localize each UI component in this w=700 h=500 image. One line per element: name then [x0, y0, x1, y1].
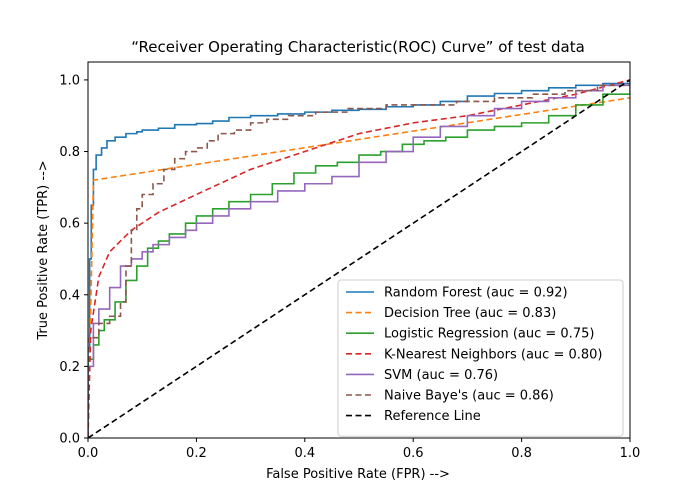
legend-item-label: Naive Baye's (auc = 0.86) [384, 389, 554, 404]
y-tick-label: 0.0 [59, 432, 80, 447]
y-axis: 0.0 0.2 0.4 0.6 0.8 1.0 [59, 73, 88, 447]
series-line-naive-baye-s [88, 79, 630, 438]
legend-box [337, 279, 624, 437]
series-line-reference-line [88, 79, 630, 438]
chart-title: “Receiver Operating Characteristic(ROC) … [131, 38, 585, 56]
x-axis: 0.0 0.2 0.4 0.6 0.8 1.0 [78, 438, 641, 461]
legend-item-label: Logistic Regression (auc = 0.75) [384, 327, 594, 342]
plot-frame [87, 61, 631, 439]
x-tick-label: 0.4 [294, 446, 315, 461]
y-axis-label: True Positive Rate (TPR) --> [36, 160, 51, 340]
legend-item-label: Random Forest (auc = 0.92) [384, 286, 568, 301]
series-line-logistic-regression [88, 79, 630, 438]
x-tick-label: 0.2 [186, 446, 207, 461]
legend-item-label: SVM (auc = 0.76) [384, 368, 498, 383]
x-axis-label: False Positive Rate (FPR) --> [266, 467, 450, 482]
x-tick-label: 1.0 [620, 446, 641, 461]
y-tick-label: 1.0 [59, 73, 80, 88]
y-tick-label: 0.6 [59, 217, 80, 232]
x-tick-label: 0.8 [511, 446, 532, 461]
series-line-k-nearest-neighbors [88, 79, 630, 438]
x-tick-label: 0.6 [403, 446, 424, 461]
legend-item-label: Decision Tree (auc = 0.83) [384, 306, 556, 321]
series-line-random-forest [88, 79, 630, 438]
series-line-svm [88, 79, 630, 438]
legend: Random Forest (auc = 0.92) Decision Tree … [337, 279, 624, 437]
y-tick-label: 0.4 [59, 288, 80, 303]
legend-item-label: Reference Line [384, 409, 481, 424]
plot-area [88, 79, 630, 438]
y-tick-label: 0.8 [59, 145, 80, 160]
y-tick-label: 0.2 [59, 360, 80, 375]
legend-item-label: K-Nearest Neighbors (auc = 0.80) [384, 347, 602, 362]
x-tick-label: 0.0 [78, 446, 99, 461]
